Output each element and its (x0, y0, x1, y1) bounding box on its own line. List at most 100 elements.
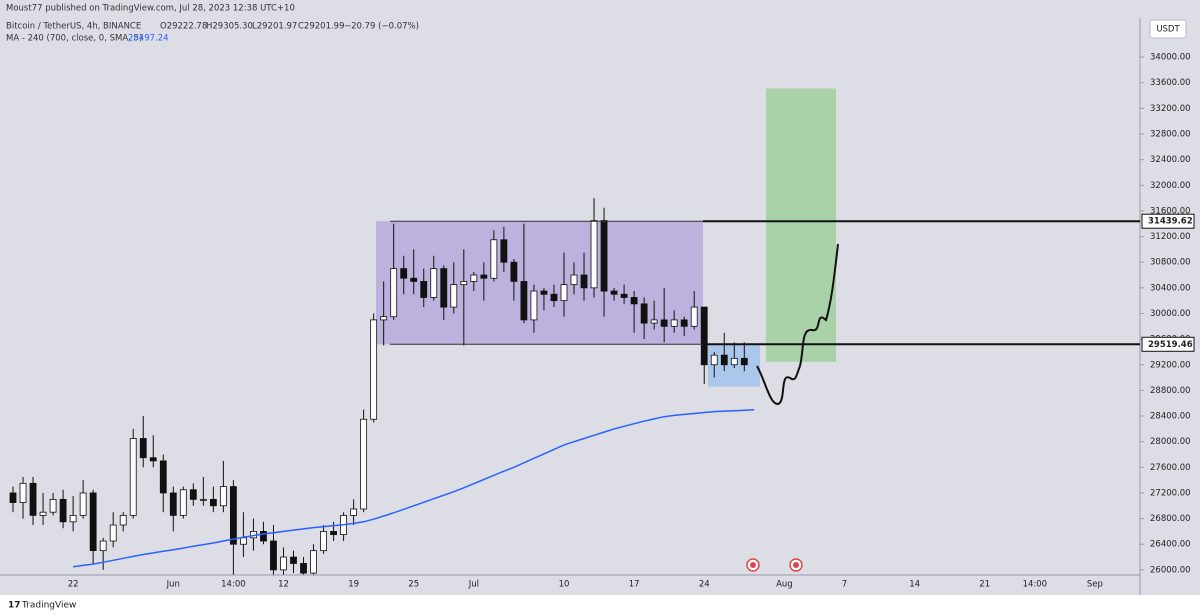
candle-body (430, 268, 438, 298)
candle-body (350, 508, 358, 516)
y-tick-label: 27200.00 (1150, 488, 1191, 498)
candle-body (500, 239, 508, 263)
candle-body (490, 239, 498, 279)
candle-body (59, 498, 67, 523)
candle-body (119, 514, 127, 526)
footer-background (0, 595, 1200, 615)
published-note: Moust77 published on TradingView.com, Ju… (6, 4, 295, 14)
candle-body (179, 489, 187, 516)
branding: TradingView (21, 601, 76, 611)
y-tick-label: 33200.00 (1150, 104, 1191, 114)
x-tick-label: 24 (699, 580, 710, 590)
candle-body (510, 261, 518, 282)
drawings (376, 88, 836, 387)
candle-body (360, 418, 368, 510)
candle-body (199, 498, 207, 501)
change: −20.79 (−0.07%) (344, 22, 419, 32)
candle-body (209, 498, 217, 507)
candle-body (700, 306, 708, 366)
y-tick-label: 29200.00 (1150, 360, 1191, 370)
candle-body (420, 281, 428, 298)
level-label-box (1141, 336, 1195, 352)
candle-body (149, 457, 157, 462)
candle-body (270, 540, 277, 571)
candle-body (460, 281, 468, 286)
candle-body (480, 274, 488, 279)
candle-body (9, 492, 17, 503)
y-tick-label: 32400.00 (1150, 155, 1191, 165)
candle-body (440, 268, 448, 308)
level-label-box (1141, 213, 1195, 229)
currency-box[interactable] (1149, 19, 1187, 39)
x-tick-label: Jun (166, 580, 180, 590)
candle-body (690, 306, 698, 327)
x-tick-label: 7 (842, 580, 847, 590)
level-label: 31439.62 (1148, 217, 1193, 227)
candle-body (600, 220, 608, 292)
candle-body (240, 537, 247, 545)
candle-body (310, 550, 317, 574)
plot-area (9, 198, 755, 575)
x-tick-label: Jul (468, 580, 479, 590)
candle-body (550, 293, 558, 302)
candle-body (410, 277, 418, 282)
candle-body (300, 563, 307, 574)
branding-logo: 17 (8, 601, 21, 611)
candle-body (520, 281, 528, 321)
x-tick-label: Aug (776, 580, 793, 590)
candle-body (79, 492, 87, 516)
candle-body (260, 531, 267, 542)
candle-body (560, 284, 568, 302)
candle-body (720, 354, 728, 366)
y-tick-label: 26400.00 (1150, 540, 1191, 550)
y-tick-label: 28800.00 (1150, 386, 1191, 396)
moving-average-line (73, 409, 755, 568)
candle-body (610, 290, 618, 295)
y-tick-label: 34000.00 (1150, 53, 1191, 63)
x-tick-label: 21 (979, 580, 990, 590)
y-tick-label: 27600.00 (1150, 463, 1191, 473)
candle-body (660, 319, 668, 327)
candle-body (169, 492, 177, 516)
x-tick-label: 14 (909, 580, 920, 590)
x-tick-label: 19 (348, 580, 359, 590)
y-tick-label: 33600.00 (1150, 78, 1191, 88)
x-tick-label: 10 (559, 580, 570, 590)
y-tick-label: 28000.00 (1150, 437, 1191, 447)
ohlc-close: C29201.99 (298, 22, 345, 32)
candle-body (470, 274, 478, 282)
candle-body (89, 492, 97, 552)
candle-body (540, 290, 548, 295)
candle-body (139, 438, 147, 459)
ohlc-high: H29305.30 (206, 22, 253, 32)
y-tick-label: 31200.00 (1150, 232, 1191, 242)
candle-body (219, 486, 227, 507)
candle-body (380, 316, 388, 321)
candle-body (530, 290, 538, 321)
candle-body (69, 514, 77, 523)
currency[interactable]: USDT (1156, 25, 1180, 35)
x-tick-label: Sep (1087, 580, 1103, 590)
candle-body (390, 268, 398, 318)
y-tick-label: 30800.00 (1150, 258, 1191, 268)
y-tick-label: 26800.00 (1150, 514, 1191, 524)
level-label: 29519.46 (1148, 340, 1193, 350)
candle-body (640, 303, 648, 324)
candle-body (450, 284, 458, 308)
y-tick-label: 30400.00 (1150, 283, 1191, 293)
candle-body (229, 486, 237, 545)
projection-path (756, 243, 839, 405)
candle-body (680, 319, 688, 327)
candle-body (129, 438, 137, 516)
candle-body (99, 540, 107, 552)
y-tick-label: 32800.00 (1150, 130, 1191, 140)
candle-body (670, 319, 678, 327)
y-tick-label: 32000.00 (1150, 181, 1191, 191)
candle-body (19, 482, 27, 503)
candle-body (29, 482, 37, 516)
candle-body (280, 556, 287, 571)
candle-body (630, 297, 638, 305)
candle-body (290, 556, 297, 564)
candle-body (109, 524, 117, 542)
